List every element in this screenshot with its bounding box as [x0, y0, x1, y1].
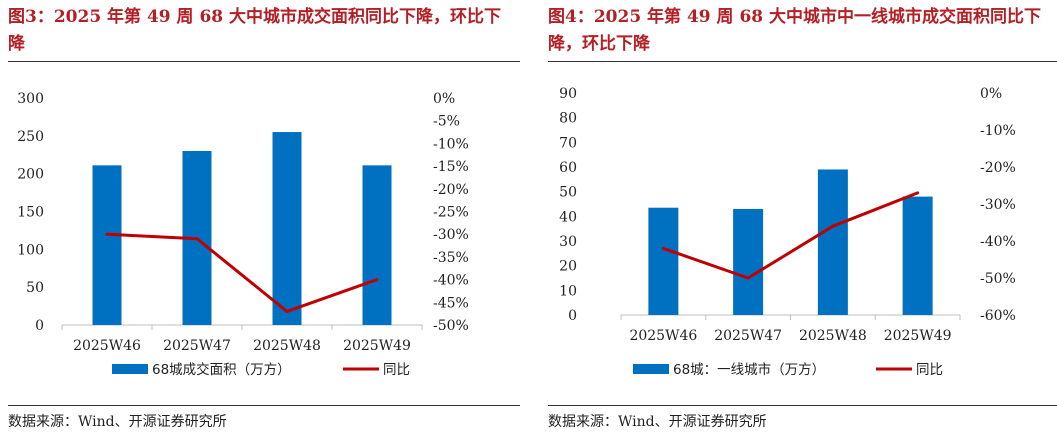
chart-title: 图4：2025 年第 49 周 68 大中城市中一线城市成交面积同比下降，环比下…	[548, 7, 1042, 54]
y2-axis-tick-label: -20%	[433, 182, 469, 198]
y-axis-tick-label: 20	[559, 259, 577, 275]
y-axis-tick-label: 50	[559, 185, 577, 201]
y2-axis-tick-label: -25%	[433, 205, 469, 221]
y2-axis-tick-label: -40%	[980, 234, 1016, 250]
legend-line-label: 同比	[916, 362, 943, 378]
bar-2025W46	[648, 207, 679, 315]
yoy-point-2025W49	[375, 278, 379, 282]
source-divider	[548, 405, 1057, 406]
y2-axis-tick-label: -50%	[433, 318, 469, 334]
x-axis-category-label: 2025W48	[799, 328, 867, 344]
bar-2025W49	[902, 196, 933, 315]
source-note: 数据来源：Wind、开源证券研究所	[548, 414, 767, 430]
y2-axis-tick-label: -5%	[433, 114, 460, 130]
y-axis-tick-label: 150	[17, 205, 44, 221]
y2-axis-tick-label: -50%	[980, 271, 1016, 287]
y2-axis-tick-label: -30%	[980, 197, 1016, 213]
source-note: 数据来源：Wind、开源证券研究所	[8, 414, 227, 430]
legend-bar-label: 68城：一线城市（万方）	[673, 361, 825, 378]
chart-title: 图3：2025 年第 49 周 68 大中城市成交面积同比下降，环比下降	[8, 7, 502, 54]
legend-bar-swatch	[633, 364, 669, 374]
y-axis-tick-label: 50	[26, 280, 44, 296]
combo-chart-68-cities: 0 50 100 150 200 250 300 0% -5% -10% -15% -20% -25% -…	[17, 91, 469, 378]
title-divider	[548, 61, 1057, 62]
yoy-point-2025W47	[746, 276, 750, 280]
y2-axis-tick-label: -30%	[433, 227, 469, 243]
y-axis-tick-label: 100	[17, 242, 44, 258]
y-axis-tick-label: 30	[559, 234, 577, 250]
legend-line-label: 同比	[383, 362, 410, 378]
bar-2025W48	[272, 132, 302, 325]
x-axis-category-label: 2025W46	[629, 328, 697, 344]
x-axis-category-label: 2025W48	[253, 338, 321, 354]
yoy-point-2025W46	[661, 246, 665, 250]
y2-axis-tick-label: 0%	[433, 91, 455, 107]
title-divider	[8, 61, 520, 62]
yoy-point-2025W46	[105, 232, 109, 236]
chart-panel-left: 图3：2025 年第 49 周 68 大中城市成交面积同比下降，环比下降 0 50…	[0, 0, 520, 436]
bar-2025W49	[362, 165, 392, 325]
x-axis-category-label: 2025W46	[73, 338, 141, 354]
y2-axis-tick-label: -60%	[980, 308, 1016, 324]
x-axis-category-label: 2025W47	[714, 328, 782, 344]
chart-panel-right: 图4：2025 年第 49 周 68 大中城市中一线城市成交面积同比下降，环比下…	[540, 0, 1057, 436]
y-axis-tick-label: 300	[17, 91, 44, 107]
bar-2025W46	[92, 165, 122, 325]
y2-axis-tick-label: -15%	[433, 159, 469, 175]
legend-bar-label: 68城成交面积（万方）	[152, 361, 291, 378]
yoy-line-series	[662, 191, 919, 280]
y-axis-tick-label: 60	[559, 160, 577, 176]
x-axis-category-label: 2025W49	[884, 328, 952, 344]
y-axis-tick-label: 250	[17, 129, 44, 145]
yoy-line-series	[106, 232, 378, 313]
y-axis-tick-label: 40	[559, 209, 577, 225]
bar-2025W47	[733, 208, 764, 315]
bar-2025W48	[817, 169, 848, 315]
yoy-point-2025W48	[831, 224, 835, 228]
yoy-point-2025W47	[195, 237, 199, 241]
y-axis-tick-label: 80	[559, 111, 577, 127]
y-axis-tick-label: 10	[559, 283, 577, 299]
y2-axis-tick-label: -35%	[433, 250, 469, 266]
legend-bar-swatch	[112, 364, 148, 374]
y2-axis-tick-label: -40%	[433, 273, 469, 289]
y2-axis-tick-label: -45%	[433, 295, 469, 311]
y2-axis-tick-label: -10%	[433, 136, 469, 152]
y2-axis-tick-label: -10%	[980, 123, 1016, 139]
y-axis-tick-label: 70	[559, 135, 577, 151]
y-axis-tick-label: 0	[35, 318, 44, 334]
combo-chart-tier1-cities: 0 10 20 30 40 50 60 70 80 90 0% -10% -20% -30% -40% -50…	[559, 86, 1016, 378]
y2-axis-tick-label: 0%	[980, 86, 1002, 102]
y2-axis-tick-label: -20%	[980, 160, 1016, 176]
y-axis-tick-label: 0	[568, 308, 577, 324]
source-divider	[8, 405, 520, 406]
yoy-point-2025W48	[285, 309, 289, 313]
x-axis-category-label: 2025W47	[163, 338, 231, 354]
y-axis-tick-label: 90	[559, 86, 577, 102]
y-axis-tick-label: 200	[17, 167, 44, 183]
x-axis-category-label: 2025W49	[343, 338, 411, 354]
yoy-point-2025W49	[916, 191, 920, 195]
